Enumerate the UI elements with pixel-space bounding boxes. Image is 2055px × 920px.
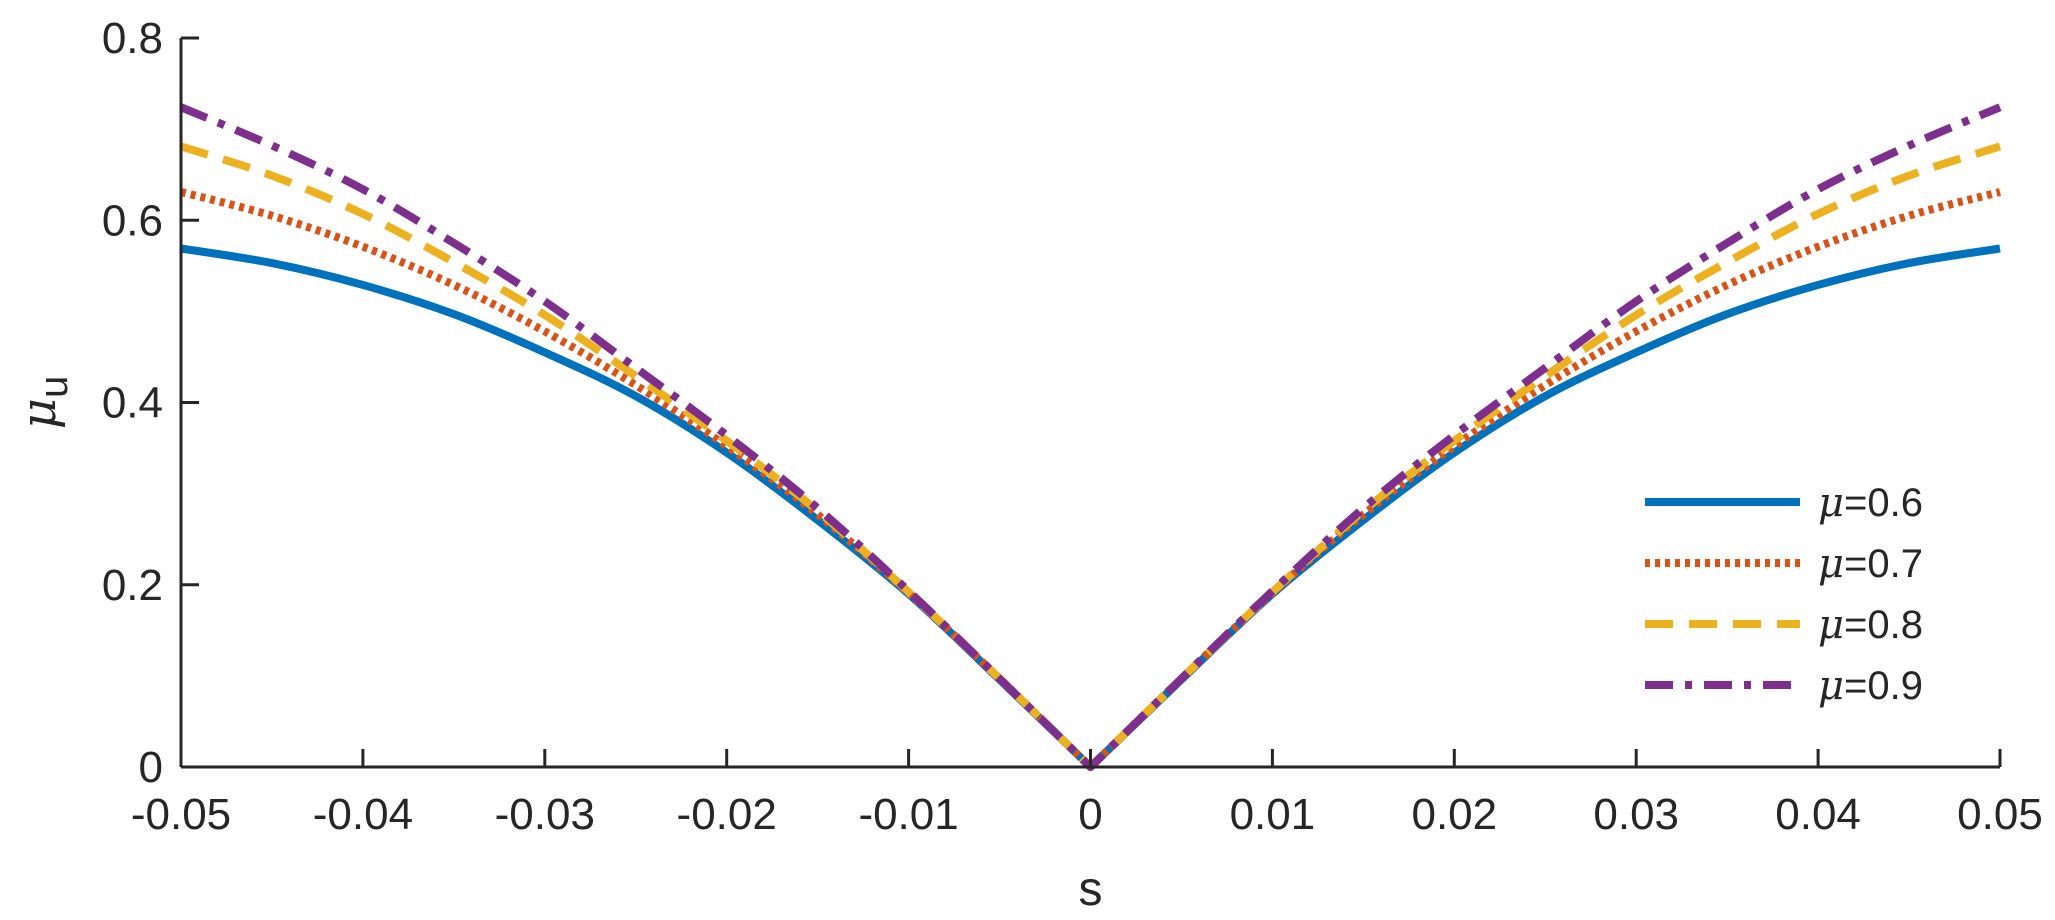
x-tick-label: 0 [1078, 790, 1102, 839]
x-tick-label: -0.01 [858, 790, 958, 839]
x-tick-label: -0.02 [677, 790, 777, 839]
x-tick-label: -0.05 [131, 790, 231, 839]
y-tick-label: 0.8 [102, 14, 163, 63]
y-tick-label: 0.6 [102, 196, 163, 245]
legend-label-4: μ=0.9 [1818, 663, 1923, 709]
series-line-2 [179, 188, 2002, 771]
series-layer [179, 103, 2002, 771]
x-tick-label: 0.02 [1411, 790, 1497, 839]
legend-label-1: μ=0.6 [1818, 480, 1923, 526]
legend: μ=0.6 μ=0.7 μ=0.8 μ=0.9 [1645, 480, 1923, 709]
y-axis-title-subscript: u [32, 376, 76, 398]
y-tick-label: 0.4 [102, 379, 163, 428]
series-line-1 [180, 244, 2001, 771]
series-line-4 [179, 103, 2002, 771]
y-axis-title: μu [11, 376, 76, 429]
x-axis-title: s [1079, 863, 1103, 916]
axes-layer [179, 38, 2000, 769]
ticks-layer: -0.05 -0.04 -0.03 -0.02 -0.01 0 0.01 0.02 0.03 0.… [102, 14, 2043, 839]
y-axis-title-symbol: μ [11, 398, 67, 429]
x-tick-label: 0.01 [1230, 790, 1316, 839]
x-tick-label: 0.03 [1593, 790, 1679, 839]
x-tick-label: -0.03 [495, 790, 595, 839]
y-tick-label: 0.2 [102, 561, 163, 610]
x-tick-label: 0.05 [1957, 790, 2043, 839]
x-tick-label: -0.04 [313, 790, 413, 839]
y-axis-title-text: μu [11, 376, 76, 429]
legend-label-2: μ=0.7 [1818, 541, 1923, 587]
legend-label-3: μ=0.8 [1818, 602, 1923, 648]
y-tick-label: 0 [139, 743, 163, 792]
x-tick-label: 0.04 [1775, 790, 1861, 839]
